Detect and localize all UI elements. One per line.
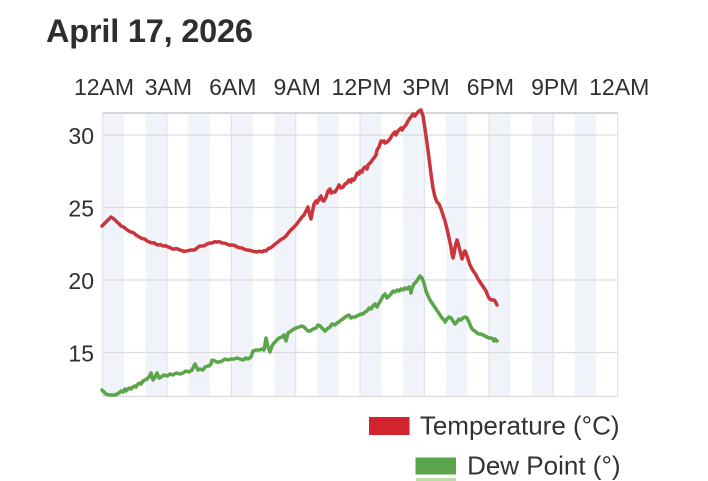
svg-text:20: 20 (68, 268, 94, 294)
svg-text:12AM: 12AM (589, 74, 649, 100)
svg-text:12AM: 12AM (74, 74, 134, 100)
svg-text:Dew Point (°): Dew Point (°) (467, 451, 620, 481)
svg-text:6PM: 6PM (467, 74, 514, 100)
svg-text:30: 30 (68, 123, 94, 149)
svg-text:9PM: 9PM (531, 74, 578, 100)
svg-text:15: 15 (68, 341, 94, 367)
svg-text:9AM: 9AM (274, 74, 321, 100)
svg-text:6AM: 6AM (209, 74, 256, 100)
svg-text:12PM: 12PM (332, 74, 392, 100)
svg-text:3AM: 3AM (145, 74, 192, 100)
svg-text:Temperature (°C): Temperature (°C) (420, 411, 620, 441)
svg-text:3PM: 3PM (402, 74, 449, 100)
svg-text:25: 25 (68, 196, 94, 222)
